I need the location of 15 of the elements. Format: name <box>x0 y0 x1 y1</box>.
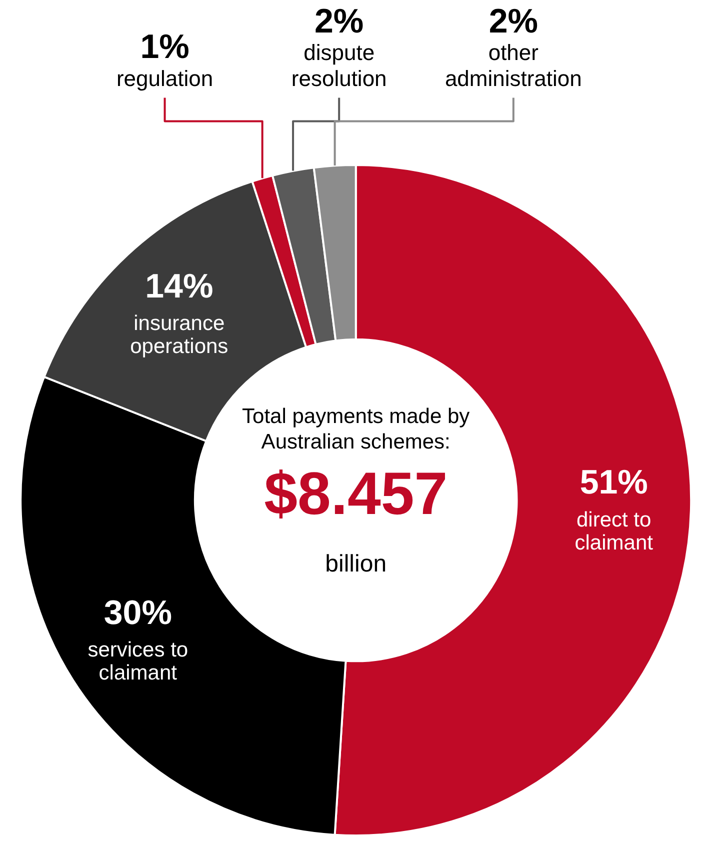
text: billion <box>325 550 387 578</box>
slice-label: insurance operations <box>130 312 228 358</box>
data-label: 2% <box>488 2 538 41</box>
text: Total payments made by Australian schemes: <box>242 405 470 454</box>
data-label: 2% <box>314 2 364 41</box>
data-label: 1% <box>140 28 190 66</box>
slice-label: direct to claimant <box>574 508 654 554</box>
slice-label: regulation <box>116 66 214 92</box>
data-label: 14% <box>145 267 214 306</box>
slice-label: other administration <box>444 40 582 92</box>
data-label: 51% <box>580 464 648 502</box>
slice-label: services to claimant <box>88 638 188 685</box>
data-label: 30% <box>104 594 172 632</box>
slice-label: dispute resolution <box>291 40 387 92</box>
text: $8.457 <box>264 460 448 528</box>
